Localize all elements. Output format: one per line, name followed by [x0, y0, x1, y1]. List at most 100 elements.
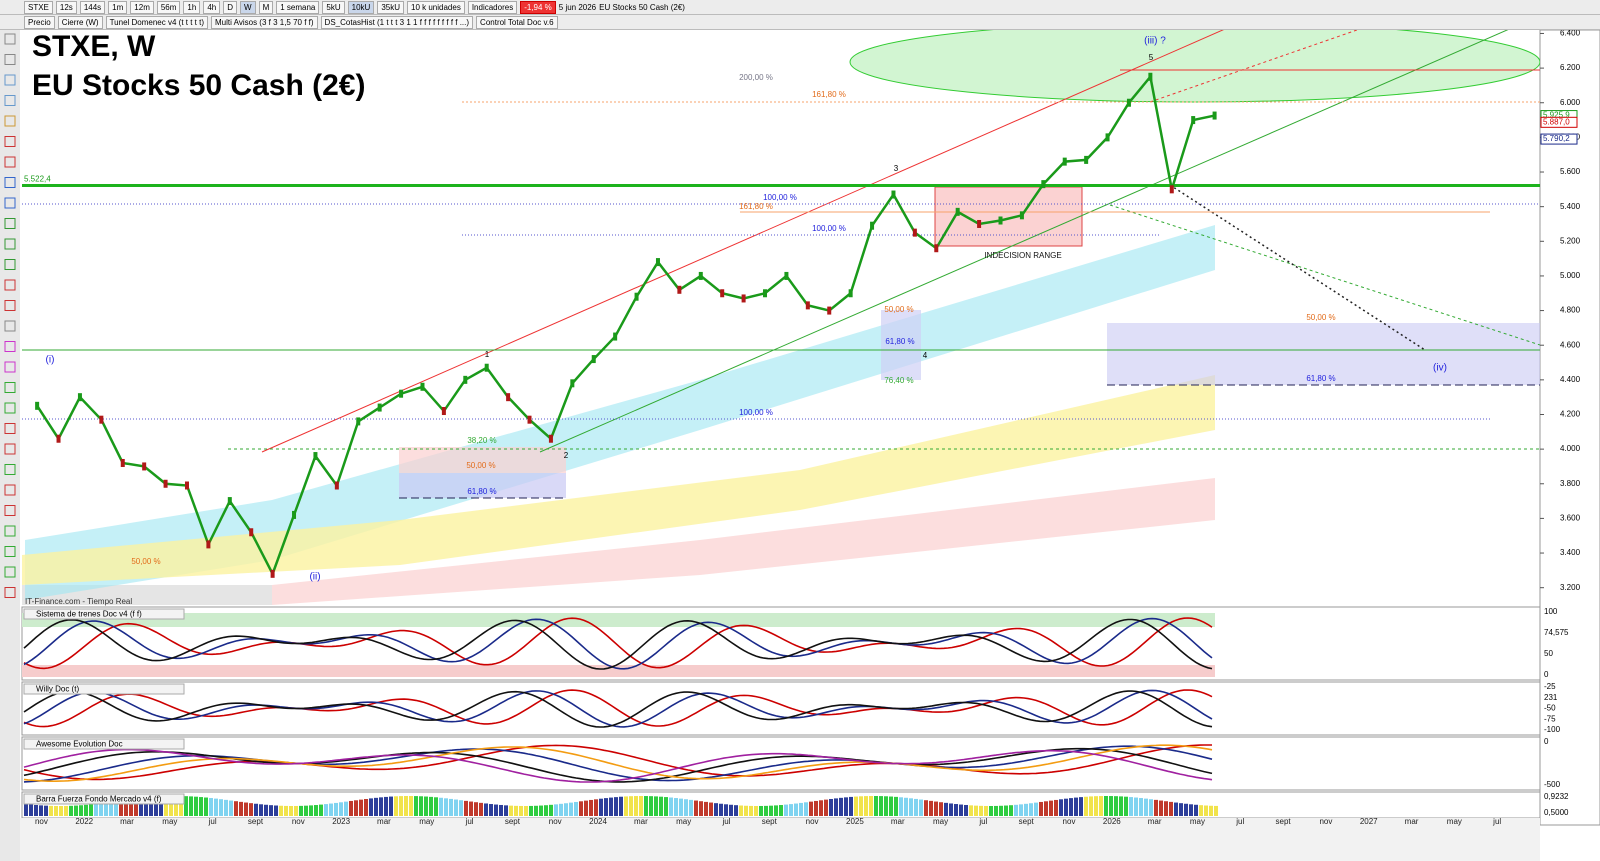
- strength-bar: [1029, 803, 1033, 816]
- period-select[interactable]: 1 semana: [276, 0, 320, 14]
- tool-icon[interactable]: [4, 156, 16, 168]
- tool-icon[interactable]: [4, 443, 16, 455]
- strength-bar: [219, 799, 223, 816]
- tool-icon[interactable]: [4, 279, 16, 291]
- strength-bar: [1114, 796, 1118, 816]
- wave-label: 2: [564, 451, 569, 460]
- strength-bar: [374, 797, 378, 816]
- tool-icon[interactable]: [4, 259, 16, 270]
- oscillator: [23, 690, 1213, 728]
- tool-icon[interactable]: [4, 238, 16, 250]
- strength-bar: [534, 805, 538, 816]
- timeframe-button[interactable]: 56m: [156, 0, 181, 14]
- tool-icon[interactable]: [4, 33, 16, 45]
- tool-icon[interactable]: [4, 525, 16, 537]
- panel-scale-label: -100: [1544, 725, 1561, 734]
- tool-icon[interactable]: [4, 484, 16, 496]
- units-button[interactable]: 10kU: [347, 0, 375, 14]
- tool-icon[interactable]: [4, 546, 16, 557]
- strength-bar: [479, 802, 483, 816]
- indicators-button[interactable]: Indicadores: [467, 0, 518, 14]
- x-tick-label: jul: [978, 817, 987, 826]
- price-bar: [613, 332, 618, 341]
- units-button[interactable]: 35kU: [377, 0, 404, 14]
- tool-icon[interactable]: [4, 402, 16, 414]
- wave-label: (ii): [309, 572, 320, 583]
- price-bar: [313, 452, 318, 461]
- tool-icon[interactable]: [4, 587, 16, 598]
- timeframe-button[interactable]: 1m: [108, 0, 128, 14]
- timeframe-button[interactable]: M: [258, 0, 274, 14]
- strength-bar: [1079, 797, 1083, 816]
- tool-icon[interactable]: [4, 361, 16, 373]
- strength-bar: [954, 804, 958, 816]
- strength-bar: [709, 802, 713, 816]
- strength-bar: [169, 796, 173, 816]
- fib-label: 61,80 %: [467, 487, 496, 496]
- strength-bar: [104, 802, 108, 816]
- tool-icon[interactable]: [4, 218, 16, 229]
- tool-icon[interactable]: [4, 341, 16, 352]
- tool-icon[interactable]: [4, 505, 16, 516]
- timeframe-button[interactable]: D: [223, 0, 238, 14]
- fib-label: 161,80 %: [812, 90, 846, 99]
- tool-icon[interactable]: [4, 197, 16, 209]
- timeframe-button[interactable]: 12m: [130, 0, 154, 14]
- tool-icon[interactable]: [4, 382, 16, 393]
- x-tick-label: nov: [292, 817, 305, 826]
- units-select[interactable]: 10 k unidades: [407, 0, 465, 14]
- tool-icon[interactable]: [4, 320, 16, 332]
- timeframe-button[interactable]: 4h: [203, 0, 221, 14]
- units-button[interactable]: 5kU: [322, 0, 345, 14]
- study-tab[interactable]: Multi Avisos (3 f 3 1,5 70 f f): [210, 15, 318, 29]
- strength-bar: [659, 796, 663, 816]
- price-bar: [1126, 98, 1131, 107]
- tool-icon[interactable]: [4, 566, 16, 578]
- timeframe-button[interactable]: W: [240, 0, 256, 14]
- tool-icon[interactable]: [4, 423, 16, 434]
- strength-bar: [774, 805, 778, 816]
- wave-label: 3: [894, 164, 899, 173]
- tool-icon[interactable]: [4, 74, 16, 86]
- tool-icon[interactable]: [4, 95, 16, 106]
- strength-bar: [234, 801, 238, 816]
- symbol-select[interactable]: STXE: [24, 0, 53, 14]
- strength-bar: [1199, 805, 1203, 816]
- tool-icon[interactable]: [4, 300, 16, 311]
- timeframe-button[interactable]: 12s: [55, 0, 77, 14]
- fib-label: 50,00 %: [131, 557, 160, 566]
- y-tick-label: 3.400: [1560, 548, 1581, 557]
- x-tick-label: may: [1447, 817, 1462, 826]
- time-axis: [20, 818, 1540, 861]
- instrument-label: EU Stocks 50 Cash (2€): [599, 2, 685, 12]
- indicator-panels: Sistema de trenes Doc v4 (f f) 100 74,575 5…: [21, 606, 1569, 819]
- strength-bar: [324, 804, 328, 816]
- strength-bar: [259, 804, 263, 816]
- panel-scale-label: 0: [1544, 670, 1549, 679]
- study-tab[interactable]: Tunel Domenec v4 (t t t t t): [105, 15, 208, 29]
- strength-bar: [799, 802, 803, 816]
- tools: [4, 33, 16, 598]
- strength-bar: [404, 796, 408, 816]
- study-tab[interactable]: Control Total Doc v.6: [476, 15, 558, 29]
- tool-icon[interactable]: [4, 54, 16, 65]
- tool-icon[interactable]: [4, 115, 16, 127]
- study-tab[interactable]: Precio: [24, 15, 55, 29]
- strength-bar: [1089, 796, 1093, 816]
- x-tick-label: jul: [721, 817, 730, 826]
- price-bar: [570, 379, 575, 388]
- price-bar: [763, 289, 768, 298]
- timeframe-button[interactable]: 1h: [183, 0, 201, 14]
- study-tab[interactable]: DS_CotasHist (1 t t t 3 1 1 f f f f f f …: [320, 15, 474, 29]
- tool-icon[interactable]: [4, 136, 16, 147]
- x-tick-label: sept: [1019, 817, 1035, 826]
- strength-bar: [634, 796, 638, 816]
- tool-icon[interactable]: [4, 177, 16, 188]
- timeframe-button[interactable]: 144s: [79, 0, 106, 14]
- tool-icon[interactable]: [4, 464, 16, 475]
- strength-bar: [199, 797, 203, 816]
- study-tab[interactable]: Cierre (W): [57, 15, 103, 29]
- price-tag-label: 5.790,2: [1543, 134, 1570, 143]
- oscillator: [23, 748, 1213, 783]
